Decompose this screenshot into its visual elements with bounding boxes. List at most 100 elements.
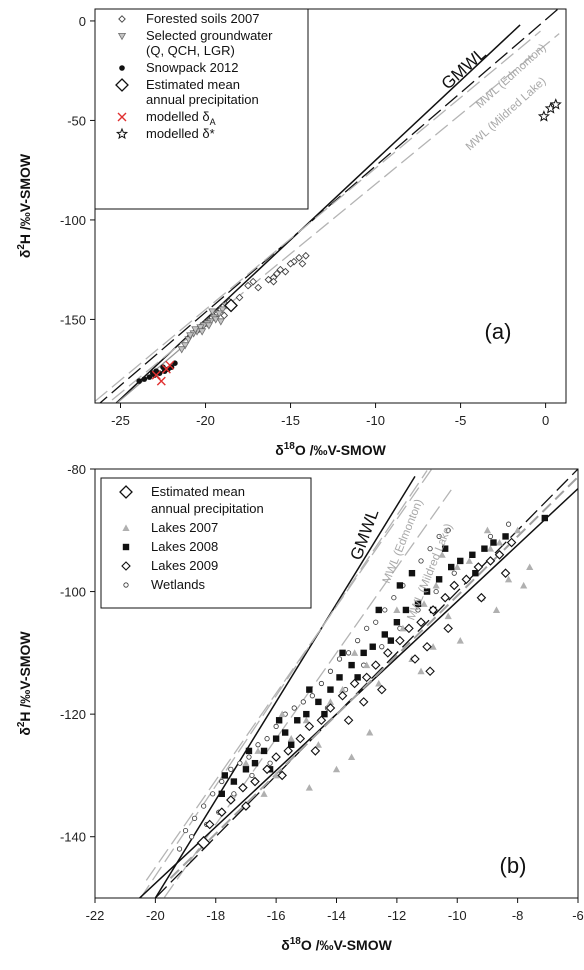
legend-label-map-text: Estimated mean xyxy=(151,484,245,499)
point-wetlands-12 xyxy=(291,705,297,711)
x-tick-label--5: -5 xyxy=(455,413,467,428)
point-wetlands-6 xyxy=(237,760,243,766)
point-lakes2008-39 xyxy=(288,741,295,748)
point-lakes2008-22 xyxy=(457,557,464,565)
legend-0: Forested soils 2007 Selected groundwater(… xyxy=(94,8,309,210)
point-wetlands-14 xyxy=(309,693,315,699)
y-tick-label-0: 0 xyxy=(79,14,86,29)
point-forested-10 xyxy=(269,277,278,286)
point-wetlands-17 xyxy=(336,656,343,662)
legend-marker-map xyxy=(115,78,129,92)
point-lakes2007-14 xyxy=(420,600,428,607)
point-forested-5 xyxy=(276,265,285,274)
point-deltaA-1 xyxy=(151,370,161,380)
point-wetlands-20 xyxy=(364,625,370,631)
point-snowpack-8 xyxy=(136,378,143,384)
legend-1: Estimated mean annual precipitation Lakes … xyxy=(100,477,312,609)
point-lakes2007-24 xyxy=(520,581,528,589)
point-lakes2009-30 xyxy=(343,715,354,726)
point-lakes2008-1 xyxy=(230,778,238,785)
legend-marker-forested xyxy=(118,15,126,23)
x-axis-title-0: δ18O /‰V-SMOW xyxy=(275,441,386,458)
point-lakes2009-6 xyxy=(271,752,281,762)
point-lakes2008-17 xyxy=(402,606,410,614)
point-lakes2008-21 xyxy=(448,563,455,571)
point-lakes2009-5 xyxy=(262,764,272,775)
point-groundwater-1 xyxy=(218,306,227,314)
legend-marker-map xyxy=(119,485,133,499)
point-lakes2007-37 xyxy=(492,606,501,613)
point-deltastar-2 xyxy=(549,98,562,110)
point-wetlands-0 xyxy=(182,827,189,834)
y-tick-label--100: -100 xyxy=(60,213,86,228)
point-lakes2008-27 xyxy=(541,514,548,522)
point-lakes2008-23 xyxy=(469,551,476,558)
legend-marker-deltaA xyxy=(117,112,127,122)
point-groundwater-11 xyxy=(204,322,214,330)
point-lakes2007-33 xyxy=(305,784,313,791)
point-lakes2008-10 xyxy=(327,686,334,693)
point-lakes2008-28 xyxy=(441,545,449,552)
x-axis-title-1-rest: O /‰V-SMOW xyxy=(301,937,393,953)
data-points-0 xyxy=(136,98,562,386)
legend-marker-snowpack xyxy=(119,65,125,71)
point-lakes2008-16 xyxy=(393,619,401,626)
point-lakes2009-1 xyxy=(217,807,227,817)
point-lakes2008-35 xyxy=(221,772,229,779)
point-forested-18 xyxy=(220,311,229,320)
panel-label-b: (b) xyxy=(500,853,527,878)
point-lakes2009-32 xyxy=(410,654,420,664)
x-axis-title-0-rest: O /‰V-SMOW xyxy=(295,442,387,458)
legend-label-deltaA: modelled δA xyxy=(146,109,216,127)
point-lakes2009-35 xyxy=(500,568,511,578)
legend-box-1 xyxy=(100,477,312,609)
point-wetlands-49 xyxy=(505,521,512,527)
point-forested-4 xyxy=(298,259,307,268)
y-axis-title-0-sup: 2 xyxy=(16,244,27,250)
point-lakes2009-33 xyxy=(443,623,453,634)
point-lakes2008-38 xyxy=(321,710,328,718)
point-wetlands-3 xyxy=(210,791,216,797)
point-wetlands-42 xyxy=(379,644,385,650)
line-label-gmwl: GMWL xyxy=(347,506,383,562)
x-axis-title-1-sup: 18 xyxy=(290,936,302,947)
point-wetlands-22 xyxy=(382,607,388,613)
legend-label-groundwater: Selected groundwater xyxy=(146,28,273,43)
point-lakes2009-39 xyxy=(425,666,435,677)
point-snowpack-6 xyxy=(146,374,153,380)
point-lakes2007-10 xyxy=(375,679,383,687)
point-wetlands-1 xyxy=(192,815,198,821)
x-axis-title-0-main: δ xyxy=(275,442,284,458)
legend-marker-lakes2009 xyxy=(121,561,131,571)
point-wetlands-34 xyxy=(231,791,237,797)
point-lakes2009-9 xyxy=(304,721,315,732)
point-lakes2007-20 xyxy=(486,545,495,552)
legend-marker-lakes2007 xyxy=(122,524,130,531)
legend-label-deltastar-text: modelled δ* xyxy=(146,126,215,141)
point-lakes2009-17 xyxy=(395,635,405,646)
point-wetlands-36 xyxy=(267,760,273,766)
point-wetlands-4 xyxy=(219,778,225,785)
point-lakes2009-21 xyxy=(440,592,450,603)
point-lakes2007-34 xyxy=(366,728,374,736)
legend-label-wetlands: Wetlands xyxy=(151,577,205,592)
x-tick-label--10: -10 xyxy=(366,413,385,428)
point-groundwater-18 xyxy=(208,308,217,316)
x-tick-label--16: -16 xyxy=(267,908,286,923)
point-lakes2008-7 xyxy=(294,717,301,724)
point-groundwater-10 xyxy=(211,316,220,324)
point-lakes2007-4 xyxy=(302,716,310,724)
point-lakes2008-32 xyxy=(306,686,313,693)
point-forested-12 xyxy=(244,281,252,290)
point-forested-7 xyxy=(273,269,281,278)
point-lakes2007-30 xyxy=(278,710,286,718)
point-wetlands-44 xyxy=(415,607,421,613)
legend-label-deltaA-text: modelled δ xyxy=(146,109,210,124)
point-lakes2007-18 xyxy=(465,557,473,564)
point-forested-1 xyxy=(295,253,303,262)
point-wetlands-31 xyxy=(189,834,195,840)
point-lakes2009-29 xyxy=(310,746,321,756)
point-lakes2008-43 xyxy=(396,582,404,589)
point-lakes2007-36 xyxy=(456,637,464,644)
